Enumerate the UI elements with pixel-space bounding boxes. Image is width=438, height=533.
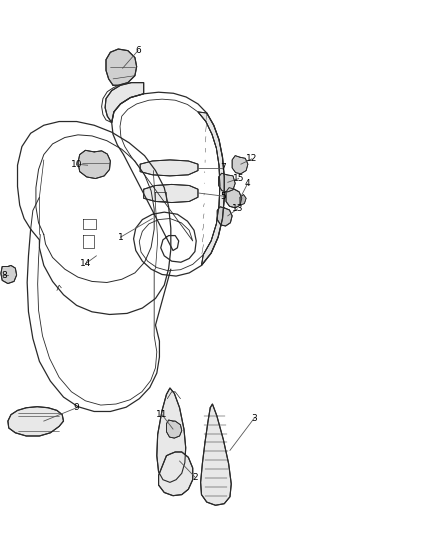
Text: 13: 13 — [232, 205, 243, 213]
Polygon shape — [198, 112, 224, 265]
Text: 7: 7 — [220, 164, 226, 172]
Text: 2: 2 — [192, 473, 198, 481]
Polygon shape — [140, 160, 198, 176]
Text: 15: 15 — [233, 174, 244, 183]
Polygon shape — [1, 265, 17, 284]
Polygon shape — [166, 420, 182, 438]
Text: 12: 12 — [246, 155, 258, 163]
Polygon shape — [106, 49, 137, 85]
Polygon shape — [8, 407, 64, 436]
Text: 3: 3 — [251, 414, 257, 423]
Polygon shape — [159, 452, 193, 496]
Polygon shape — [226, 188, 242, 208]
Text: 5: 5 — [220, 192, 226, 200]
Text: 1: 1 — [117, 233, 124, 241]
Polygon shape — [217, 207, 232, 226]
Polygon shape — [105, 83, 144, 123]
Polygon shape — [240, 195, 246, 205]
Text: 9: 9 — [74, 403, 80, 412]
Polygon shape — [144, 184, 198, 203]
Text: 8: 8 — [1, 271, 7, 279]
Text: 14: 14 — [80, 260, 91, 268]
Text: 4: 4 — [245, 180, 250, 188]
Polygon shape — [78, 150, 110, 179]
Text: 6: 6 — [135, 46, 141, 55]
Text: 10: 10 — [71, 160, 82, 168]
Text: 11: 11 — [156, 410, 168, 419]
Polygon shape — [219, 173, 235, 192]
Polygon shape — [157, 388, 186, 482]
Polygon shape — [201, 404, 231, 505]
Polygon shape — [232, 156, 248, 174]
